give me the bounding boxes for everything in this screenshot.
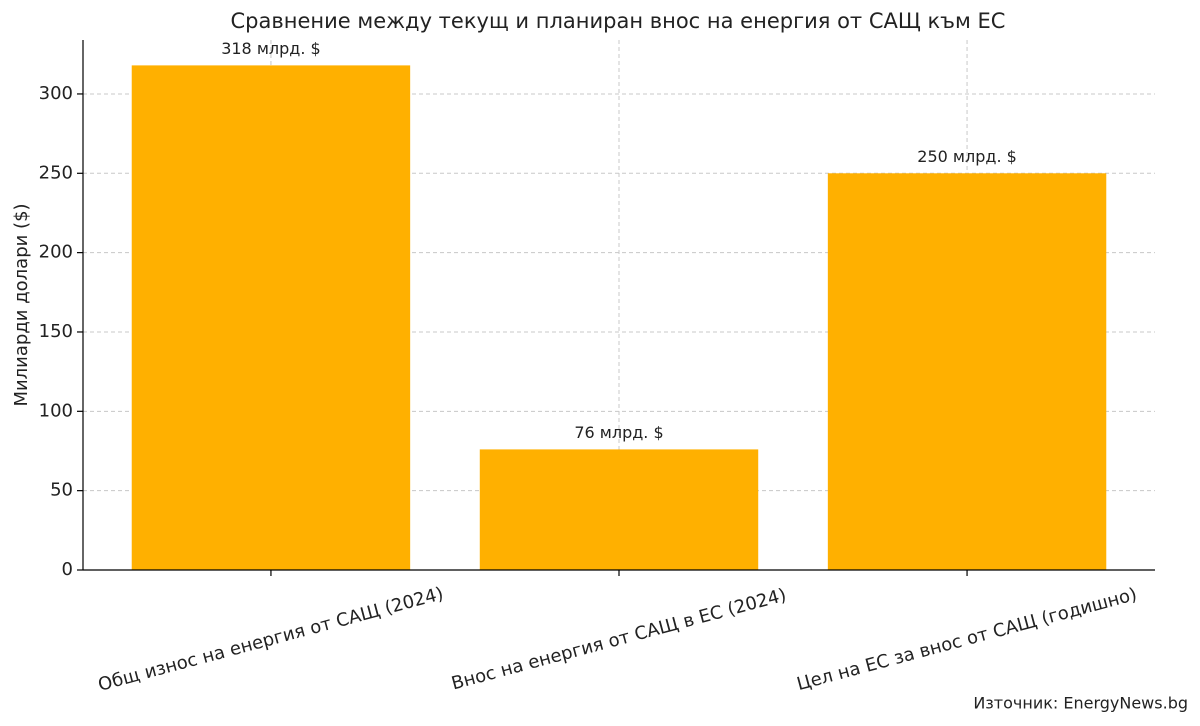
x-tick-label: Общ износ на енергия от САЩ (2024) — [96, 583, 446, 696]
y-tick-label: 50 — [50, 480, 73, 501]
value-label: 76 млрд. $ — [574, 423, 663, 442]
chart-title: Сравнение между текущ и планиран внос на… — [231, 9, 1006, 33]
y-tick-label: 0 — [62, 559, 73, 580]
x-tick-label: Внос на енергия от САЩ в ЕС (2024) — [449, 585, 788, 695]
x-tick-label: Цел на ЕС за внос от САЩ (годишно) — [795, 584, 1140, 695]
y-axis-label: Милиарди долари ($) — [11, 203, 32, 406]
y-tick-label: 100 — [39, 400, 73, 421]
value-label: 318 млрд. $ — [221, 39, 321, 58]
y-tick-label: 150 — [39, 321, 73, 342]
bar — [479, 449, 759, 570]
y-tick-label: 300 — [39, 83, 73, 104]
bar — [131, 65, 411, 570]
source-note: Източник: EnergyNews.bg — [973, 694, 1188, 713]
bar — [827, 173, 1107, 571]
y-tick-label: 200 — [39, 242, 73, 263]
value-label: 250 млрд. $ — [917, 147, 1017, 166]
y-tick-label: 250 — [39, 162, 73, 183]
